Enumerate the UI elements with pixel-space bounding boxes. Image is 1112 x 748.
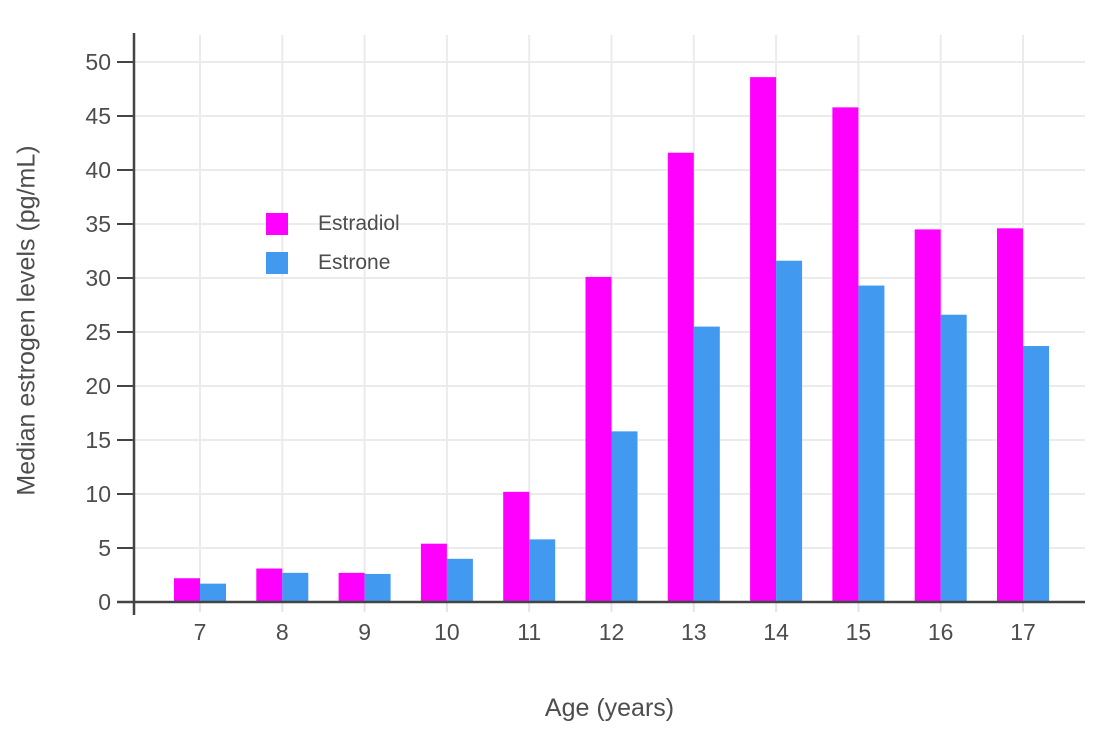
y-tick-label: 50 (85, 49, 111, 75)
legend-label-estrone: Estrone (318, 251, 391, 274)
x-tick-label: 10 (434, 619, 460, 645)
x-axis-title: Age (years) (544, 694, 675, 722)
bar-estrone-14 (776, 260, 803, 602)
y-tick-label: 15 (85, 427, 111, 453)
x-tick-label: 16 (928, 619, 954, 645)
y-tick-label: 35 (85, 211, 111, 237)
bar-estradiol-16 (914, 229, 941, 602)
y-tick-label: 10 (85, 481, 111, 507)
bar-estrone-13 (693, 326, 720, 602)
legend: Estradiol Estrone (266, 212, 400, 290)
x-tick-label: 14 (763, 619, 789, 645)
bar-estradiol-15 (832, 107, 859, 603)
x-tick-label: 15 (846, 619, 872, 645)
x-tick-label: 17 (1010, 619, 1036, 645)
x-tick-label: 13 (681, 619, 707, 645)
bar-estradiol-8 (256, 568, 283, 602)
bar-estrone-11 (529, 539, 556, 602)
x-tick-label: 11 (517, 619, 541, 645)
bar-estradiol-12 (585, 276, 612, 602)
bar-estrone-7 (200, 583, 226, 602)
y-tick-label: 20 (85, 373, 111, 399)
bar-estrone-10 (446, 558, 473, 602)
bar-estradiol-17 (997, 228, 1023, 602)
legend-item-estradiol[interactable]: Estradiol (266, 212, 400, 236)
legend-label-estradiol: Estradiol (318, 212, 400, 235)
legend-item-estrone[interactable]: Estrone (266, 251, 400, 275)
bar-estrone-17 (1023, 346, 1049, 602)
bar-estradiol-7 (174, 578, 200, 602)
y-tick-label: 40 (85, 157, 111, 183)
bar-estrone-9 (364, 573, 391, 602)
bar-estradiol-14 (750, 77, 777, 603)
y-tick-label: 5 (98, 535, 111, 561)
x-tick-label: 12 (599, 619, 625, 645)
y-tick-label: 30 (85, 265, 111, 291)
y-tick-label: 0 (98, 589, 111, 615)
bar-estrone-16 (940, 314, 967, 602)
bar-estradiol-11 (503, 491, 530, 602)
y-tick-label: 45 (85, 103, 111, 129)
x-tick-label: 9 (358, 619, 371, 645)
y-tick-label: 25 (85, 319, 111, 345)
bar-estrone-15 (858, 285, 885, 602)
estradiol-swatch-icon (266, 213, 288, 235)
bar-estradiol-9 (338, 572, 365, 602)
x-tick-label: 8 (276, 619, 289, 645)
bar-estrone-12 (611, 431, 638, 602)
bar-estrone-8 (282, 572, 309, 602)
bar-estradiol-10 (420, 543, 447, 602)
bar-estradiol-13 (667, 152, 694, 602)
estrone-swatch-icon (266, 252, 288, 274)
x-tick-label: 7 (194, 619, 207, 645)
y-axis-title: Median estrogen levels (pg/mL) (12, 145, 41, 496)
